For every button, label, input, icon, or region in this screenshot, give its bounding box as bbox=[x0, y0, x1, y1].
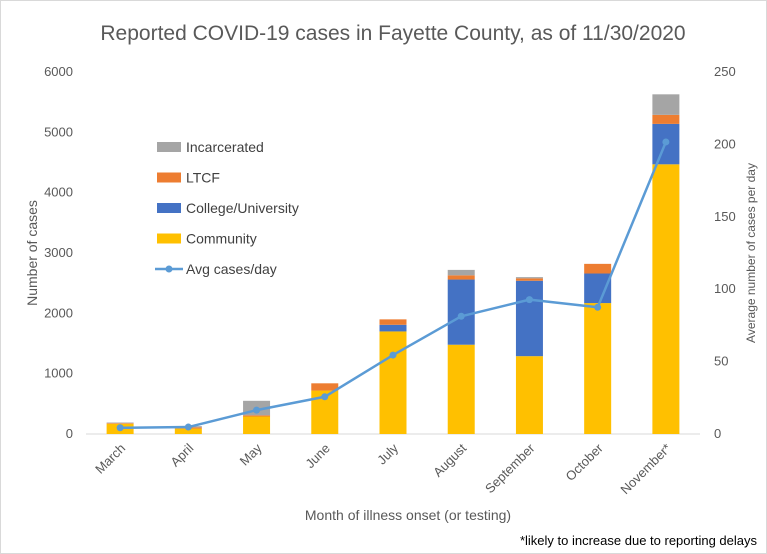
x-tick-label: October bbox=[562, 440, 606, 484]
legend-label-college-university: College/University bbox=[186, 200, 299, 216]
y-tick-label: 5000 bbox=[44, 124, 73, 139]
bar-ltcf bbox=[447, 275, 475, 280]
bar-community bbox=[584, 303, 612, 434]
bar-college-university bbox=[584, 273, 612, 304]
bar-ltcf bbox=[584, 263, 612, 274]
y-axis-title: Number of cases bbox=[24, 200, 40, 306]
avg-line-point bbox=[457, 312, 465, 320]
y2-tick-label: 0 bbox=[714, 426, 721, 441]
bar-community bbox=[447, 344, 475, 434]
avg-line-point bbox=[253, 406, 261, 414]
avg-line-point bbox=[525, 296, 533, 304]
x-tick-label: March bbox=[92, 441, 128, 477]
bar-ltcf bbox=[311, 383, 339, 391]
legend-label-community: Community bbox=[186, 231, 257, 247]
legend-swatch-incarcerated bbox=[157, 142, 181, 152]
bar-college-university bbox=[379, 324, 407, 332]
bar-community bbox=[515, 356, 543, 434]
bar-community bbox=[379, 331, 407, 434]
y-tick-label: 3000 bbox=[44, 245, 73, 260]
avg-line-point bbox=[184, 423, 192, 431]
y-tick-label: 1000 bbox=[44, 366, 73, 381]
y-axis-ticks: 0 1000 2000 3000 4000 5000 6000 bbox=[44, 64, 73, 441]
legend-swatch-ltcf bbox=[157, 172, 181, 183]
avg-line-point bbox=[594, 303, 602, 311]
bar-ltcf bbox=[106, 423, 134, 424]
avg-line-point bbox=[321, 393, 329, 401]
bar-ltcf bbox=[379, 319, 407, 325]
y-tick-label: 6000 bbox=[44, 64, 73, 79]
x-axis-title: Month of illness onset (or testing) bbox=[305, 507, 511, 523]
x-tick-label: November* bbox=[617, 441, 674, 498]
bar-ltcf bbox=[515, 278, 543, 281]
legend-label-ltcf: LTCF bbox=[186, 170, 220, 186]
y2-tick-label: 50 bbox=[714, 354, 728, 369]
y2-tick-label: 200 bbox=[714, 136, 736, 151]
y2-axis-title: Average number of cases per day bbox=[744, 163, 758, 343]
x-tick-label: July bbox=[374, 440, 401, 467]
y-tick-label: 0 bbox=[66, 426, 73, 441]
bar-college-university bbox=[515, 280, 543, 357]
bar-incarcerated bbox=[106, 422, 134, 424]
legend-label-incarcerated: Incarcerated bbox=[186, 139, 264, 155]
bar-community bbox=[174, 428, 202, 434]
x-tick-label: June bbox=[302, 441, 333, 472]
avg-line-point bbox=[662, 138, 670, 146]
legend-label-avg-cases-day: Avg cases/day bbox=[186, 261, 277, 277]
legend-swatch-college-university bbox=[157, 203, 181, 213]
x-tick-label: May bbox=[237, 440, 265, 468]
bar-college-university bbox=[447, 279, 475, 345]
bar-incarcerated bbox=[652, 94, 680, 115]
bar-community bbox=[243, 416, 271, 434]
bar-ltcf bbox=[243, 415, 271, 417]
bar-community bbox=[652, 164, 680, 434]
avg-line bbox=[116, 138, 670, 432]
chart-title: Reported COVID-19 cases in Fayette Count… bbox=[100, 22, 685, 45]
y2-axis-ticks: 0 50 100 150 200 250 bbox=[714, 64, 736, 441]
y2-tick-label: 250 bbox=[714, 64, 736, 79]
y2-tick-label: 150 bbox=[714, 209, 736, 224]
bar-ltcf bbox=[652, 114, 680, 124]
legend-swatch-community bbox=[157, 233, 181, 244]
footnote: *likely to increase due to reporting del… bbox=[520, 533, 758, 548]
avg-line-point bbox=[116, 424, 124, 432]
x-tick-label: April bbox=[167, 440, 196, 469]
y2-tick-label: 100 bbox=[714, 281, 736, 296]
x-tick-label: August bbox=[430, 440, 469, 479]
y-tick-label: 2000 bbox=[44, 305, 73, 320]
x-axis-ticks: March April May June July August September Octo… bbox=[92, 440, 674, 497]
y-tick-label: 4000 bbox=[44, 185, 73, 200]
x-tick-label: September bbox=[482, 440, 538, 496]
bar-incarcerated bbox=[447, 269, 475, 276]
legend-marker-avg-cases-day bbox=[165, 265, 173, 273]
avg-line-point bbox=[389, 351, 397, 359]
bar-incarcerated bbox=[515, 277, 543, 279]
legend: Incarcerated LTCF College/University Commun… bbox=[155, 139, 299, 277]
